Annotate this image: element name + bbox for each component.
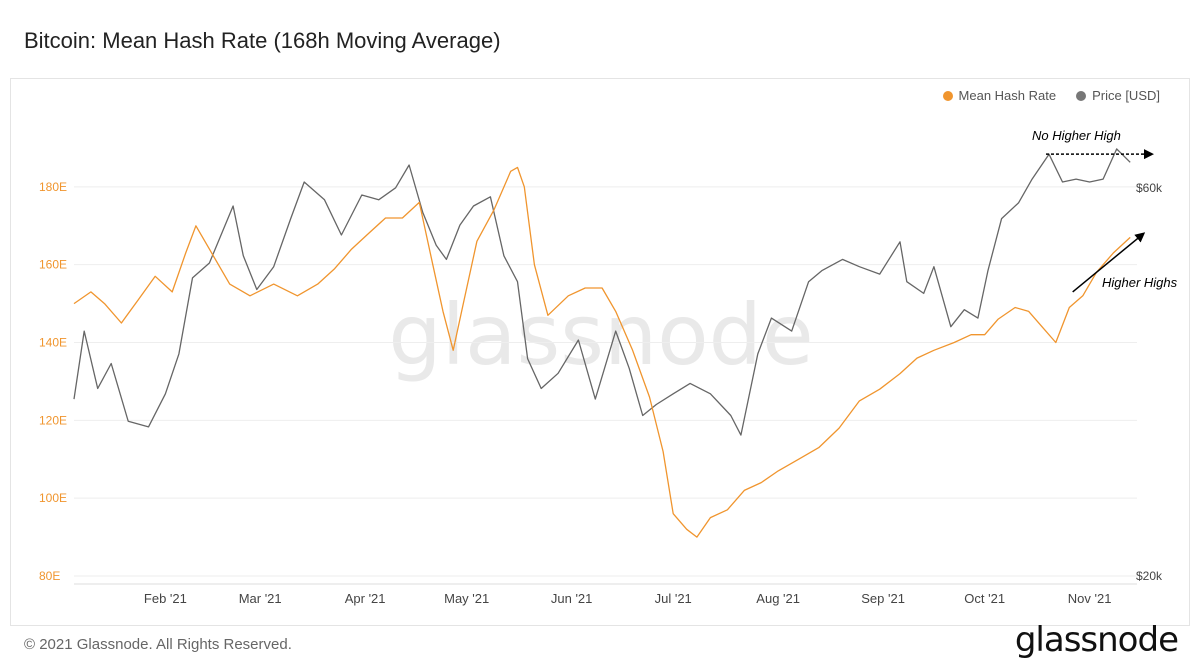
- legend-dot-price: [1076, 90, 1087, 101]
- watermark: glassnode: [388, 286, 813, 384]
- x-tick-label: May '21: [444, 591, 489, 606]
- legend-label-hash-rate: Mean Hash Rate: [958, 88, 1057, 103]
- chart: glassnode 80E 100E 120E 140E 160E 180E $20k $6…: [39, 128, 1178, 606]
- page-title: Bitcoin: Mean Hash Rate (168h Moving Ave…: [24, 28, 501, 53]
- x-tick-label: Jul '21: [655, 591, 692, 606]
- y-axis-right: $20k $60k: [1136, 181, 1163, 583]
- annotation-higher-highs: Higher Highs: [1102, 275, 1178, 290]
- legend-dot-hash-rate: [942, 90, 953, 101]
- x-axis: Feb '21 Mar '21 Apr '21 May '21 Jun '21 Jul '…: [74, 583, 1137, 606]
- y-left-tick-label: 140E: [39, 336, 67, 350]
- y-right-tick-label: $20k: [1136, 569, 1163, 583]
- annotations: No Higher High Higher Highs: [1032, 128, 1178, 293]
- y-left-tick-label: 180E: [39, 180, 67, 194]
- y-axis-left: 80E 100E 120E 140E 160E 180E: [39, 180, 67, 583]
- y-right-tick-label: $60k: [1136, 181, 1163, 195]
- legend-item-hash-rate[interactable]: Mean Hash Rate: [942, 88, 1057, 103]
- y-left-tick-label: 100E: [39, 491, 67, 505]
- annotation-no-higher-high: No Higher High: [1032, 128, 1121, 143]
- y-left-tick-label: 120E: [39, 413, 67, 427]
- y-left-tick-label: 80E: [39, 569, 60, 583]
- series-group: [73, 148, 1131, 538]
- copyright: © 2021 Glassnode. All Rights Reserved.: [24, 636, 292, 653]
- chart-frame: glassnode 80E 100E 120E 140E 160E 180E $20k $6…: [10, 78, 1190, 626]
- series-price-line: [73, 148, 1131, 436]
- legend-item-price[interactable]: Price [USD]: [1076, 88, 1160, 103]
- brand-logo: glassnode: [1014, 620, 1179, 660]
- grid: [74, 186, 1137, 577]
- legend: Mean Hash Rate Price [USD]: [942, 88, 1160, 103]
- annotation-arrow-higher-highs: [1072, 232, 1146, 293]
- x-tick-label: Mar '21: [239, 591, 282, 606]
- x-tick-label: Aug '21: [756, 591, 800, 606]
- legend-label-price: Price [USD]: [1092, 88, 1160, 103]
- x-tick-label: Jun '21: [551, 591, 593, 606]
- x-tick-label: Oct '21: [964, 591, 1005, 606]
- series-hash-rate-line: [73, 166, 1131, 538]
- y-left-tick-label: 160E: [39, 258, 67, 272]
- x-tick-label: Nov '21: [1068, 591, 1112, 606]
- x-tick-label: Sep '21: [861, 591, 905, 606]
- x-tick-label: Apr '21: [345, 591, 386, 606]
- x-tick-label: Feb '21: [144, 591, 187, 606]
